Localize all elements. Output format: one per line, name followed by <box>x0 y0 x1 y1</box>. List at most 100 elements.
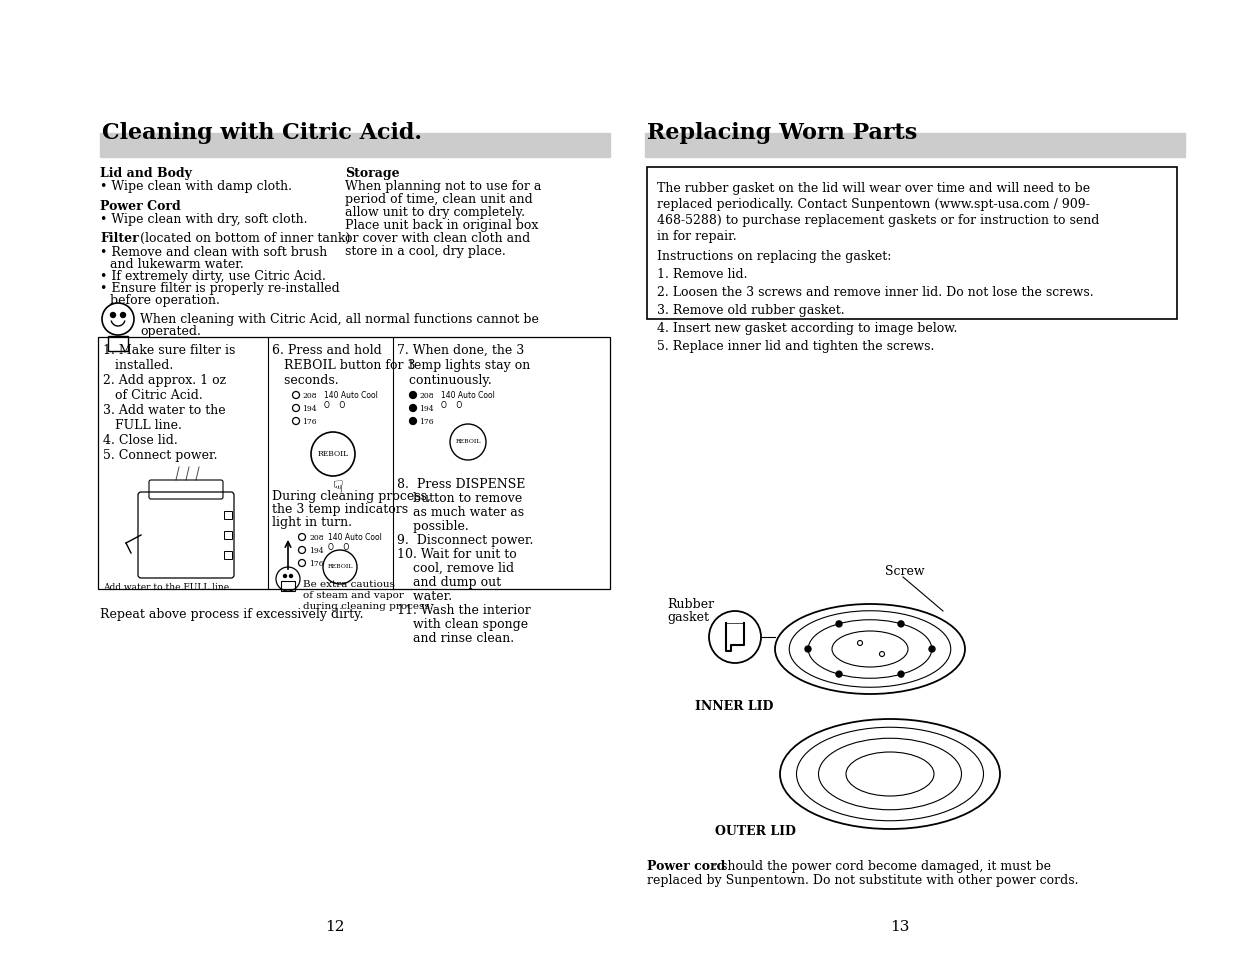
Circle shape <box>293 405 300 412</box>
Text: 208: 208 <box>419 392 433 399</box>
Text: button to remove: button to remove <box>396 492 522 504</box>
Text: ☞: ☞ <box>326 478 345 494</box>
Text: 2. Add approx. 1 oz: 2. Add approx. 1 oz <box>103 374 226 387</box>
Circle shape <box>898 672 904 678</box>
Text: 4. Close lid.: 4. Close lid. <box>103 434 178 447</box>
Circle shape <box>299 560 305 567</box>
Text: 1. Remove lid.: 1. Remove lid. <box>657 268 747 281</box>
Bar <box>224 512 232 519</box>
Text: Filter: Filter <box>100 232 138 245</box>
Text: 140 Auto Cool: 140 Auto Cool <box>441 390 495 399</box>
Text: Be extra cautious: Be extra cautious <box>303 579 395 588</box>
Text: possible.: possible. <box>396 519 469 533</box>
Text: : should the power cord become damaged, it must be: : should the power cord become damaged, … <box>713 859 1051 872</box>
Text: 8.  Press DISPENSE: 8. Press DISPENSE <box>396 477 525 491</box>
Text: When cleaning with Citric Acid, all normal functions cannot be: When cleaning with Citric Acid, all norm… <box>140 313 538 326</box>
Text: REBOIL: REBOIL <box>317 450 348 457</box>
Text: with clean sponge: with clean sponge <box>396 618 529 630</box>
Text: Instructions on replacing the gasket:: Instructions on replacing the gasket: <box>657 250 892 263</box>
Text: 12: 12 <box>325 919 345 933</box>
Circle shape <box>293 418 300 425</box>
Text: Screw: Screw <box>885 564 925 578</box>
Text: FULL line.: FULL line. <box>103 418 182 432</box>
Text: During cleaning process,: During cleaning process, <box>272 490 431 502</box>
Bar <box>100 133 610 158</box>
Text: 13: 13 <box>890 919 910 933</box>
Bar <box>224 552 232 559</box>
Text: before operation.: before operation. <box>110 294 220 307</box>
Text: temp lights stay on: temp lights stay on <box>396 358 530 372</box>
Text: and rinse clean.: and rinse clean. <box>396 631 514 644</box>
Text: 208: 208 <box>309 534 324 541</box>
Text: replaced periodically. Contact Sunpentown (www.spt-usa.com / 909-: replaced periodically. Contact Sunpentow… <box>657 198 1089 211</box>
Text: 3. Add water to the: 3. Add water to the <box>103 403 226 416</box>
Text: 194: 194 <box>419 405 433 413</box>
Text: O    O: O O <box>441 401 462 410</box>
Text: O    O: O O <box>324 401 346 410</box>
Text: of steam and vapor: of steam and vapor <box>303 590 404 599</box>
Text: 2. Loosen the 3 screws and remove inner lid. Do not lose the screws.: 2. Loosen the 3 screws and remove inner … <box>657 286 1094 298</box>
Circle shape <box>410 405 416 412</box>
Text: 208: 208 <box>303 392 316 399</box>
Circle shape <box>836 621 842 627</box>
Text: 4. Insert new gasket according to image below.: 4. Insert new gasket according to image … <box>657 322 957 335</box>
Circle shape <box>284 575 287 578</box>
Text: Power cord: Power cord <box>647 859 725 872</box>
Text: REBOIL: REBOIL <box>456 439 480 444</box>
Text: Power Cord: Power Cord <box>100 200 180 213</box>
Text: store in a cool, dry place.: store in a cool, dry place. <box>345 245 506 257</box>
Text: Storage: Storage <box>345 167 400 180</box>
Circle shape <box>450 424 487 460</box>
Text: INNER LID: INNER LID <box>695 700 773 712</box>
Text: in for repair.: in for repair. <box>657 230 736 243</box>
Text: • Remove and clean with soft brush: • Remove and clean with soft brush <box>100 246 327 258</box>
Text: allow unit to dry completely.: allow unit to dry completely. <box>345 206 525 219</box>
Text: 194: 194 <box>303 405 316 413</box>
Text: 10. Wait for unit to: 10. Wait for unit to <box>396 547 516 560</box>
Circle shape <box>836 672 842 678</box>
Text: 468-5288) to purchase replacement gaskets or for instruction to send: 468-5288) to purchase replacement gasket… <box>657 213 1099 227</box>
Text: the 3 temp indicators: the 3 temp indicators <box>272 502 408 516</box>
Circle shape <box>299 534 305 541</box>
Text: Replacing Worn Parts: Replacing Worn Parts <box>647 122 918 144</box>
Bar <box>645 133 1186 158</box>
Circle shape <box>293 392 300 399</box>
Text: • Ensure filter is properly re-installed: • Ensure filter is properly re-installed <box>100 282 340 294</box>
Text: during cleaning process.: during cleaning process. <box>303 601 433 610</box>
Text: 5. Replace inner lid and tighten the screws.: 5. Replace inner lid and tighten the scr… <box>657 339 935 353</box>
Text: • Wipe clean with damp cloth.: • Wipe clean with damp cloth. <box>100 180 291 193</box>
Text: Cleaning with Citric Acid.: Cleaning with Citric Acid. <box>103 122 422 144</box>
Bar <box>224 532 232 539</box>
Bar <box>282 581 295 592</box>
Text: installed.: installed. <box>103 358 173 372</box>
Circle shape <box>299 547 305 554</box>
Text: The rubber gasket on the lid will wear over time and will need to be: The rubber gasket on the lid will wear o… <box>657 182 1091 194</box>
Text: or cover with clean cloth and: or cover with clean cloth and <box>345 232 530 245</box>
Text: seconds.: seconds. <box>272 374 338 387</box>
Text: as much water as: as much water as <box>396 505 524 518</box>
Text: 9.  Disconnect power.: 9. Disconnect power. <box>396 534 534 546</box>
Circle shape <box>410 392 416 399</box>
Circle shape <box>110 314 116 318</box>
Text: period of time, clean unit and: period of time, clean unit and <box>345 193 532 206</box>
Text: Repeat above process if excessively dirty.: Repeat above process if excessively dirt… <box>100 607 363 620</box>
Text: O    O: O O <box>329 543 350 552</box>
Circle shape <box>324 551 357 584</box>
Text: (located on bottom of inner tank): (located on bottom of inner tank) <box>136 232 351 245</box>
Circle shape <box>289 575 293 578</box>
Bar <box>647 168 1177 319</box>
Text: and lukewarm water.: and lukewarm water. <box>110 257 243 271</box>
Text: 140 Auto Cool: 140 Auto Cool <box>329 532 382 541</box>
Text: replaced by Sunpentown. Do not substitute with other power cords.: replaced by Sunpentown. Do not substitut… <box>647 873 1078 886</box>
Circle shape <box>121 314 126 318</box>
Text: 11. Wash the interior: 11. Wash the interior <box>396 603 531 617</box>
Text: Lid and Body: Lid and Body <box>100 167 191 180</box>
Text: • If extremely dirty, use Citric Acid.: • If extremely dirty, use Citric Acid. <box>100 270 326 283</box>
Text: 3. Remove old rubber gasket.: 3. Remove old rubber gasket. <box>657 304 845 316</box>
Text: • Wipe clean with dry, soft cloth.: • Wipe clean with dry, soft cloth. <box>100 213 308 226</box>
Bar <box>98 337 610 589</box>
Text: operated.: operated. <box>140 325 201 337</box>
Circle shape <box>805 646 811 652</box>
Text: gasket: gasket <box>667 610 709 623</box>
Text: cool, remove lid: cool, remove lid <box>396 561 514 575</box>
